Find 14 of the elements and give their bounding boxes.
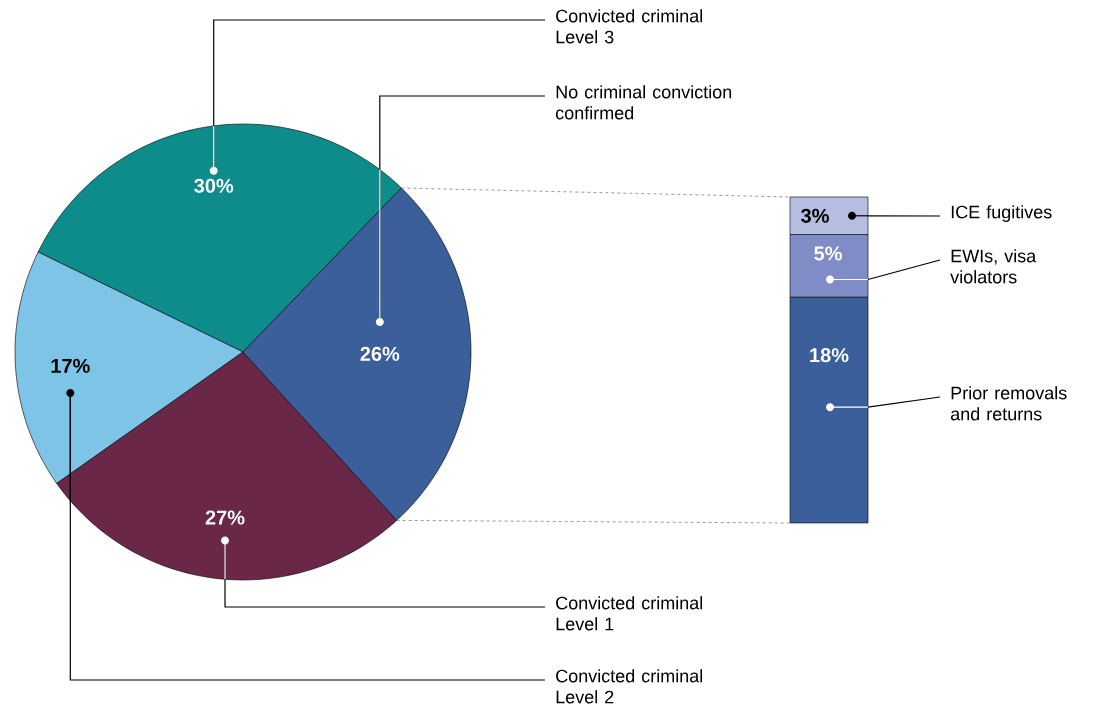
data-label: 27%	[205, 510, 245, 525]
slice-label: Convicted criminal Level 2	[556, 669, 703, 704]
data-label: 3%	[801, 208, 829, 223]
data-label: 26%	[360, 346, 400, 361]
slice-label: Convicted criminal Level 1	[556, 596, 703, 631]
slice-label: Convicted criminal Level 3	[556, 9, 703, 44]
legend-label: Prior removals and returns	[950, 386, 1067, 421]
data-label: 30%	[194, 178, 234, 193]
slice-label: No criminal conviction confirmed	[555, 85, 732, 120]
data-label: 18%	[810, 348, 849, 363]
legend-label: ICE fugitives	[951, 205, 1052, 222]
data-label: 5%	[814, 246, 842, 261]
legend-label: EWIs, visa violators	[950, 249, 1037, 284]
data-label: 17%	[51, 358, 90, 373]
